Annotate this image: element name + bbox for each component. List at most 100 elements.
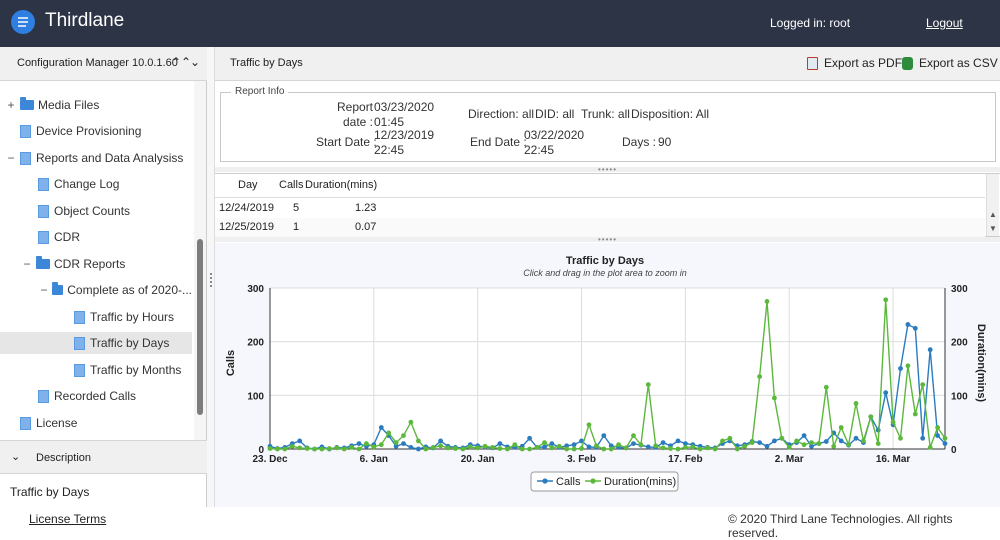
data-point-duration[interactable] (556, 443, 562, 449)
data-point-calls[interactable] (809, 443, 814, 449)
data-point-duration[interactable] (853, 401, 859, 406)
horizontal-splitter-bottom[interactable]: ••••• (215, 236, 1000, 244)
data-point-duration[interactable] (905, 363, 911, 369)
data-point-duration[interactable] (586, 422, 592, 428)
data-point-duration[interactable] (920, 382, 926, 387)
data-point-calls[interactable] (660, 440, 666, 445)
data-point-duration[interactable] (445, 445, 451, 451)
tree-node-complete[interactable]: − Complete as of 2020-... (40, 279, 192, 301)
data-point-duration[interactable] (401, 433, 406, 438)
chart-legend[interactable]: Calls Duration(mins) (530, 471, 679, 492)
data-point-calls[interactable] (920, 435, 926, 441)
data-point-duration[interactable] (282, 446, 288, 452)
data-point-duration[interactable] (631, 433, 636, 438)
data-point-calls[interactable] (393, 443, 399, 449)
data-point-calls[interactable] (549, 441, 555, 446)
export-csv-button[interactable]: Export as CSV (902, 56, 998, 70)
data-point-calls[interactable] (645, 444, 651, 450)
data-point-calls[interactable] (297, 438, 303, 444)
data-point-duration[interactable] (334, 445, 340, 451)
data-point-duration[interactable] (497, 446, 503, 451)
data-point-duration[interactable] (727, 435, 733, 441)
column-header-duration[interactable]: Duration(mins) (305, 179, 378, 191)
data-point-duration[interactable] (608, 446, 614, 452)
data-point-duration[interactable] (712, 446, 718, 452)
data-point-calls[interactable] (438, 438, 443, 444)
tree-node-traffic-by-months[interactable]: Traffic by Months (74, 359, 192, 381)
data-point-duration[interactable] (527, 446, 532, 452)
chart-container[interactable]: Traffic by Days Click and drag in the pl… (215, 243, 1000, 507)
data-point-duration[interactable] (349, 445, 354, 450)
data-point-duration[interactable] (742, 443, 748, 449)
grid-scrollbar[interactable]: ▲ ▼ (986, 174, 999, 236)
data-point-duration[interactable] (393, 440, 399, 445)
data-point-duration[interactable] (816, 441, 822, 446)
data-point-duration[interactable] (809, 440, 814, 445)
license-terms-link[interactable]: License Terms (29, 512, 107, 526)
data-point-calls[interactable] (905, 322, 911, 327)
data-point-calls[interactable] (898, 366, 903, 371)
legend-duration[interactable]: Duration(mins) (604, 476, 676, 488)
collapse-up-icon[interactable]: ⌃⌃ (171, 55, 192, 69)
data-point-duration[interactable] (898, 435, 903, 441)
description-header[interactable]: ⌄ Description (0, 440, 207, 474)
traffic-chart[interactable]: Traffic by Days Click and drag in the pl… (215, 243, 1000, 507)
data-point-calls[interactable] (772, 438, 777, 444)
data-point-duration[interactable] (453, 446, 458, 451)
data-point-duration[interactable] (801, 442, 807, 448)
data-point-calls[interactable] (801, 433, 807, 438)
tree-node-device-provisioning[interactable]: Device Provisioning (20, 120, 192, 142)
data-point-duration[interactable] (371, 444, 377, 450)
data-point-calls[interactable] (764, 443, 770, 449)
tree-node-cdr-reports[interactable]: − CDR Reports (22, 253, 192, 275)
data-point-duration[interactable] (594, 443, 599, 449)
tree-node-reports[interactable]: − Reports and Data Analysiss (6, 147, 192, 169)
data-point-duration[interactable] (430, 445, 436, 450)
data-point-duration[interactable] (341, 446, 347, 452)
tree-scrollbar[interactable] (194, 81, 206, 441)
data-point-duration[interactable] (364, 441, 369, 446)
data-point-calls[interactable] (631, 441, 636, 446)
data-point-duration[interactable] (734, 446, 740, 452)
data-point-duration[interactable] (289, 443, 295, 449)
data-point-calls[interactable] (408, 445, 414, 450)
column-header-day[interactable]: Day (238, 179, 258, 191)
data-point-duration[interactable] (697, 446, 703, 452)
data-point-duration[interactable] (326, 446, 332, 451)
data-point-duration[interactable] (927, 445, 933, 450)
tree-node-traffic-by-days[interactable]: Traffic by Days (0, 332, 192, 354)
data-point-duration[interactable] (690, 444, 696, 450)
data-point-duration[interactable] (319, 446, 325, 452)
data-point-duration[interactable] (534, 445, 540, 450)
tree-scrollbar-thumb[interactable] (197, 239, 203, 415)
data-point-duration[interactable] (645, 382, 651, 387)
data-point-duration[interactable] (912, 411, 918, 417)
data-point-duration[interactable] (942, 435, 948, 441)
data-point-duration[interactable] (764, 299, 770, 304)
data-point-calls[interactable] (883, 390, 889, 396)
data-point-duration[interactable] (505, 446, 510, 452)
data-point-duration[interactable] (794, 438, 799, 444)
data-point-calls[interactable] (942, 441, 948, 446)
data-point-duration[interactable] (838, 425, 844, 430)
horizontal-splitter-top[interactable]: ••••• (215, 166, 1000, 174)
data-point-duration[interactable] (601, 446, 607, 452)
data-point-duration[interactable] (779, 435, 785, 441)
data-point-duration[interactable] (423, 446, 429, 452)
data-point-duration[interactable] (512, 442, 518, 448)
data-point-duration[interactable] (378, 442, 384, 448)
data-point-duration[interactable] (772, 395, 777, 401)
data-point-duration[interactable] (616, 442, 621, 448)
data-point-duration[interactable] (705, 445, 710, 451)
tree-node-license[interactable]: License (20, 412, 192, 434)
data-point-duration[interactable] (935, 425, 940, 430)
data-point-duration[interactable] (757, 374, 762, 379)
data-point-duration[interactable] (304, 446, 310, 451)
data-point-duration[interactable] (460, 446, 466, 452)
data-point-duration[interactable] (660, 445, 666, 451)
tree-node-recorded-calls[interactable]: Recorded Calls (38, 385, 192, 407)
data-point-duration[interactable] (786, 445, 792, 450)
tree-node-media-files[interactable]: + Media Files (6, 94, 192, 116)
tree-node-traffic-by-hours[interactable]: Traffic by Hours (74, 306, 192, 328)
tree-node-object-counts[interactable]: Object Counts (38, 200, 192, 222)
